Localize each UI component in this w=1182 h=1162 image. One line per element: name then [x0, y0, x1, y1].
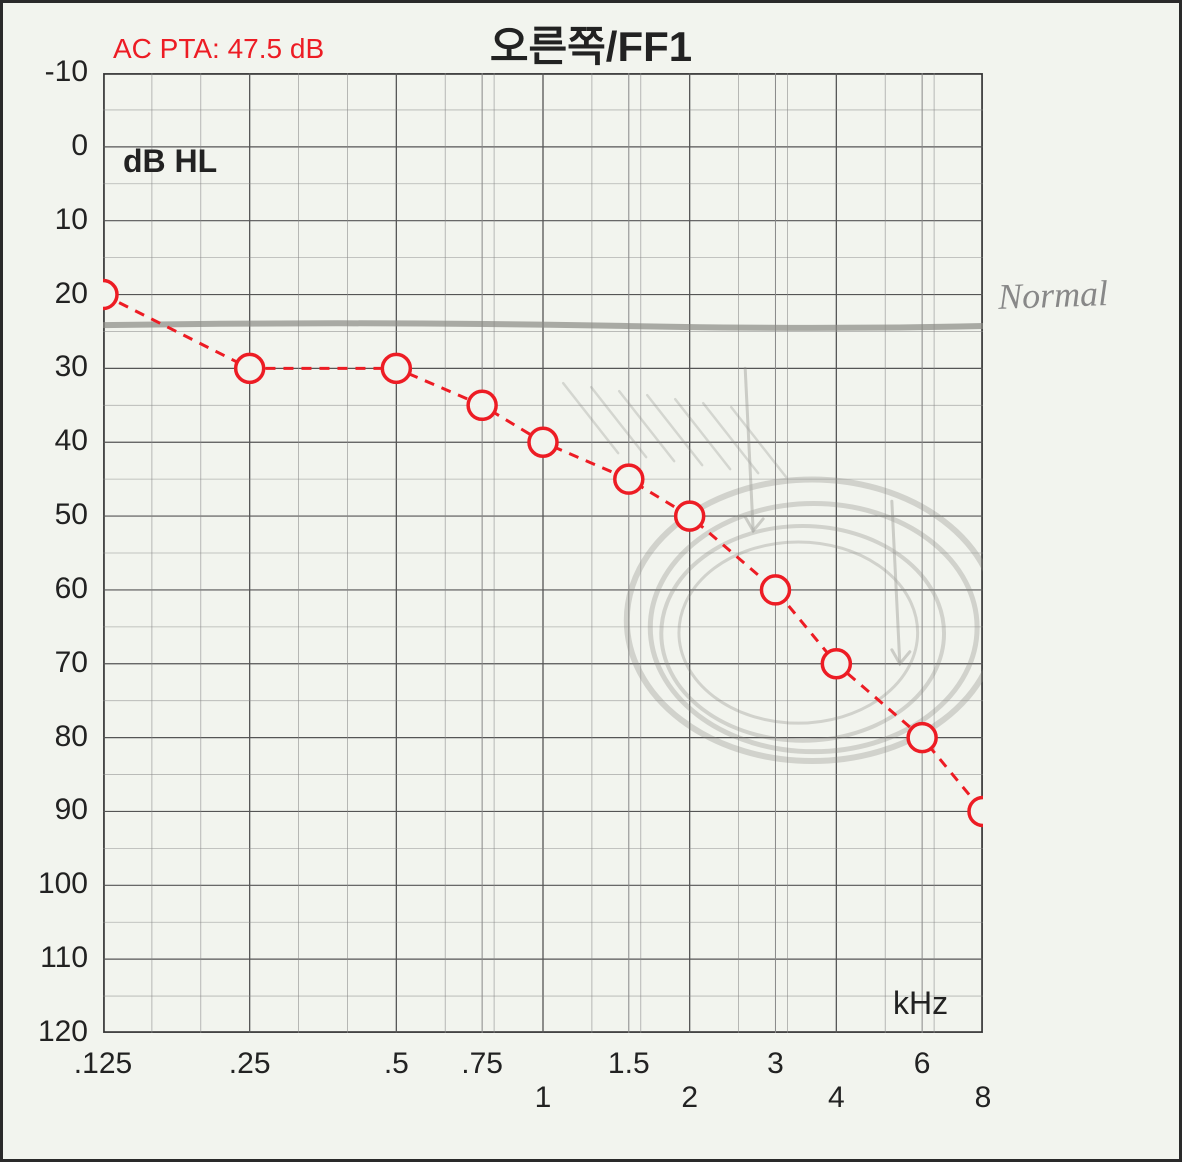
- y-tick-label: 80: [28, 720, 88, 754]
- pencil-annotation-normal: Normal: [997, 272, 1108, 318]
- chart-title: 오른쪽/FF1: [490, 13, 692, 74]
- y-tick-label: -10: [28, 55, 88, 89]
- x-tick-label-minor: .75: [461, 1047, 503, 1081]
- y-tick-label: 90: [28, 793, 88, 827]
- y-tick-label: 20: [28, 277, 88, 311]
- x-tick-label-minor: 3: [767, 1047, 784, 1081]
- y-tick-label: 40: [28, 424, 88, 458]
- x-tick-label-minor: 1.5: [608, 1047, 650, 1081]
- data-marker: [676, 502, 704, 530]
- x-tick-label-major: 2: [681, 1081, 698, 1115]
- x-tick-label-major: 8: [975, 1081, 992, 1115]
- data-marker: [103, 281, 117, 309]
- audiogram-frame: 오른쪽/FF1 AC PTA: 47.5 dB -10 0 10 20 30 40 50 60…: [0, 0, 1182, 1162]
- x-tick-label-major: .5: [384, 1047, 409, 1081]
- y-tick-label: 120: [28, 1015, 88, 1049]
- x-tick-label-minor: 6: [914, 1047, 931, 1081]
- x-tick-label-major: .125: [74, 1047, 132, 1081]
- chart-plot-area: [103, 73, 983, 1033]
- data-marker: [822, 650, 850, 678]
- x-tick-label-major: .25: [229, 1047, 271, 1081]
- data-marker: [908, 724, 936, 752]
- y-tick-label: 70: [28, 646, 88, 680]
- y-tick-label: 10: [28, 203, 88, 237]
- data-marker: [236, 354, 264, 382]
- x-tick-label-major: 4: [828, 1081, 845, 1115]
- x-axis-label: kHz: [893, 985, 948, 1022]
- data-marker: [529, 428, 557, 456]
- y-tick-label: 30: [28, 350, 88, 384]
- y-tick-label: 110: [28, 941, 88, 975]
- data-marker: [468, 391, 496, 419]
- y-tick-label: 60: [28, 572, 88, 606]
- data-marker: [969, 797, 983, 825]
- chart-svg: [103, 73, 983, 1033]
- y-tick-label: 0: [28, 129, 88, 163]
- y-tick-label: 50: [28, 498, 88, 532]
- x-tick-label-major: 1: [535, 1081, 552, 1115]
- data-marker: [615, 465, 643, 493]
- data-marker: [382, 354, 410, 382]
- y-tick-label: 100: [28, 867, 88, 901]
- y-axis-label: dB HL: [123, 143, 217, 180]
- pta-value: AC PTA: 47.5 dB: [113, 33, 324, 65]
- data-marker: [761, 576, 789, 604]
